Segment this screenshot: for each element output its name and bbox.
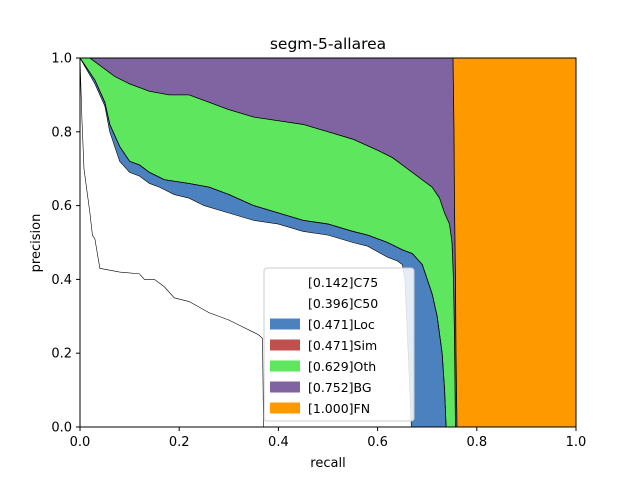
legend-swatch-c75	[270, 276, 300, 288]
legend-label-oth: [0.629]Oth	[308, 359, 376, 374]
y-tick-label: 1.0	[51, 52, 72, 67]
x-axis-label: recall	[310, 456, 345, 471]
x-tick-label: 0.2	[169, 435, 190, 450]
x-tick-label: 0.6	[367, 435, 388, 450]
legend-swatch-loc	[270, 318, 300, 330]
legend-swatch-sim	[270, 339, 300, 351]
legend-swatch-c50	[270, 297, 300, 309]
legend-label-fn: [1.000]FN	[308, 401, 370, 416]
y-axis-label: precision	[29, 214, 44, 273]
legend-label-c75: [0.142]C75	[308, 275, 378, 290]
y-tick-label: 0.0	[51, 421, 72, 436]
legend-swatch-bg	[270, 381, 300, 393]
x-tick-label: 0.8	[466, 435, 487, 450]
x-tick-label: 0.0	[70, 435, 91, 450]
y-tick-label: 0.2	[51, 347, 72, 362]
legend-frame	[263, 267, 415, 422]
x-tick-label: 1.0	[566, 435, 587, 450]
legend-label-sim: [0.471]Sim	[308, 338, 377, 353]
plot-frame	[79, 57, 577, 428]
area-c75	[80, 58, 264, 427]
y-tick-label: 0.6	[51, 199, 72, 214]
x-tick-label: 0.4	[268, 435, 289, 450]
legend-label-bg: [0.752]BG	[308, 380, 372, 395]
legend: [0.142]C75 [0.396]C50 [0.471]Loc [0.471]Sim…	[263, 267, 415, 422]
legend-swatch-fn	[270, 402, 300, 414]
y-tick-label: 0.8	[51, 125, 72, 140]
y-tick-label: 0.4	[51, 273, 72, 288]
chart-title: segm-5-allarea	[270, 35, 386, 53]
legend-label-c50: [0.396]C50	[308, 296, 378, 311]
legend-label-loc: [0.471]Loc	[308, 317, 375, 332]
legend-swatch-oth	[270, 360, 300, 372]
axes: 0.0 0.2 0.4 0.6 0.8 1.0 0.0 0.2 0.4 0.6 0.8 1.0	[51, 52, 586, 451]
